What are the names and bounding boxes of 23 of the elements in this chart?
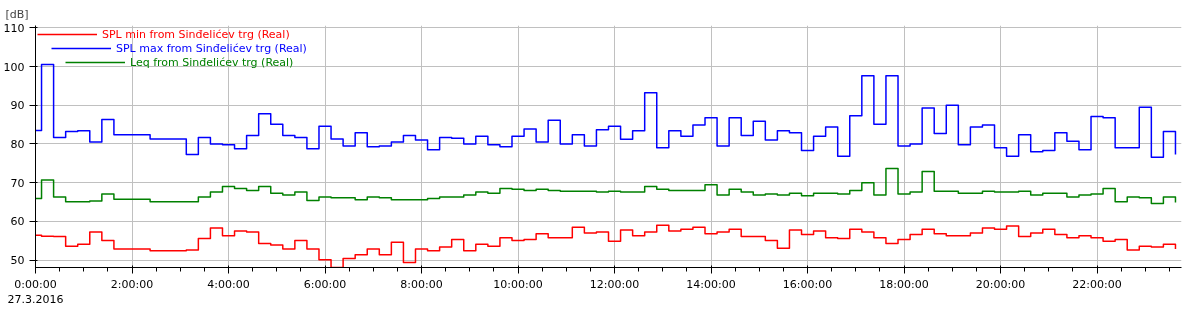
text: SPL min from Sinđelićev trg (Real) — [102, 27, 290, 41]
text: Leq from Sinđelićev trg (Real) — [130, 55, 294, 69]
x-tick-label: 6:00:00 — [303, 277, 347, 291]
y-tick-label: 90 — [10, 99, 25, 113]
x-tick-label: 12:00:00 — [589, 277, 640, 291]
y-tick-label: 100 — [3, 60, 25, 74]
y-axis-title: [dB] — [5, 7, 29, 21]
y-tick-label: 70 — [10, 176, 25, 190]
x-tick-label: 8:00:00 — [400, 277, 443, 291]
y-tick-label: 110 — [3, 21, 25, 35]
y-tick-label: 50 — [10, 254, 25, 268]
x-tick-label: 16:00:00 — [782, 277, 833, 291]
x-tick-label: 4:00:00 — [207, 277, 250, 291]
x-tick-label: 10:00:00 — [493, 277, 543, 291]
x-tick-label: 14:00:00 — [686, 277, 736, 291]
x-tick-label: 18:00:00 — [879, 277, 929, 291]
x-tick-label: 22:00:00 — [1072, 277, 1122, 291]
x-tick-label: 20:00:00 — [975, 277, 1026, 291]
x-tick-label: 0:00:00 27.3.2016 — [7, 277, 64, 307]
text: SPL max from Sinđelićev trg (Real) — [116, 41, 307, 55]
y-tick-label: 80 — [10, 137, 25, 151]
y-tick-label: 60 — [10, 215, 25, 229]
x-tick-label: 2:00:00 — [110, 277, 154, 291]
